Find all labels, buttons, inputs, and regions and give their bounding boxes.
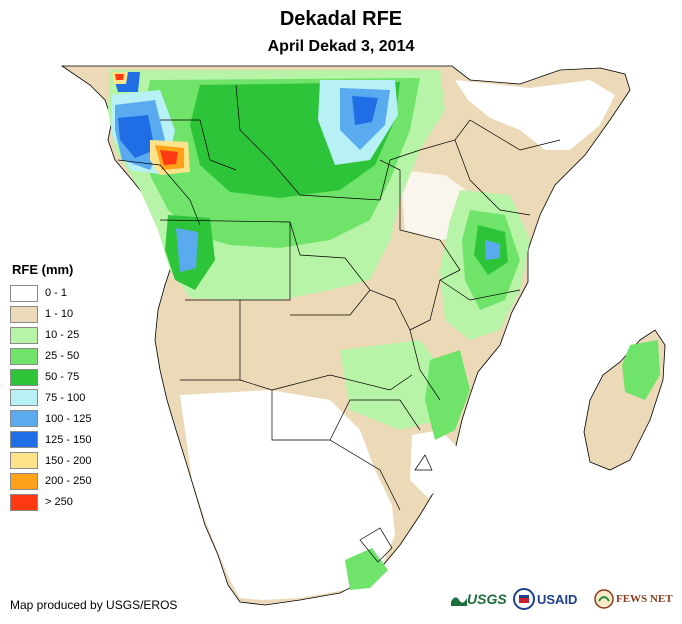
usaid-logo: USAID xyxy=(513,584,577,614)
map-title: Dekadal RFE xyxy=(279,8,403,30)
legend-label: 50 - 75 xyxy=(45,371,80,383)
legend-label: 10 - 25 xyxy=(45,329,80,342)
rain-125-150-coast xyxy=(118,115,155,158)
map-subtitle: April Dekad 3, 2014 xyxy=(267,38,415,55)
legend-swatch xyxy=(10,431,38,449)
legend-label: 100 - 125 xyxy=(45,412,92,425)
legend-item: 50 - 75 xyxy=(10,367,91,388)
legend-item: 0 - 1 xyxy=(10,283,91,304)
dry-region-southeast xyxy=(410,430,462,498)
legend-label: 25 - 50 xyxy=(45,350,80,363)
legend-swatch xyxy=(10,410,38,428)
usaid-logo-text: USAID xyxy=(537,591,578,607)
rain-100-125-angola xyxy=(176,228,198,272)
legend-label: 150 - 200 xyxy=(45,454,92,467)
rain-10-25-south xyxy=(340,340,450,430)
fews-net-logo: FEWS NET xyxy=(594,584,673,614)
legend-swatch xyxy=(10,452,38,470)
legend-swatch xyxy=(10,284,38,302)
legend-item: 150 - 200 xyxy=(10,450,91,471)
dry-region-southwest xyxy=(180,390,395,600)
rain-over-250-peak xyxy=(160,150,178,165)
rain-25-50-mozambique xyxy=(425,350,470,440)
rain-25-50-madagascar xyxy=(622,340,660,400)
legend-title: RFE (mm) xyxy=(12,262,74,277)
usgs-wave-icon xyxy=(451,597,467,606)
legend-swatch xyxy=(10,305,38,323)
usaid-seal-icon xyxy=(513,588,535,610)
legend-item: 1 - 10 xyxy=(10,304,91,325)
rain-125-150-drc xyxy=(352,96,378,125)
legend-item: 25 - 50 xyxy=(10,346,91,367)
legend-item: > 250 xyxy=(10,492,91,513)
legend-item: 75 - 100 xyxy=(10,387,91,408)
usgs-logo-text: USGS xyxy=(467,591,507,607)
legend-swatch xyxy=(10,326,38,344)
legend-swatch xyxy=(10,493,38,511)
legend-item: 10 - 25 xyxy=(10,325,91,346)
legend-swatch xyxy=(10,347,38,365)
rain-100-125-east xyxy=(485,240,500,260)
legend-label: 125 - 150 xyxy=(45,433,92,446)
country-borders xyxy=(117,84,561,563)
rain-25-50-southeast xyxy=(345,548,388,590)
legend-swatch xyxy=(10,472,38,490)
legend-swatch xyxy=(10,368,38,386)
legend: 0 - 1 1 - 10 10 - 25 25 - 50 50 - 75 75 - 100… xyxy=(10,283,91,513)
legend-label: 1 - 10 xyxy=(45,308,74,321)
legend-label: 0 - 1 xyxy=(45,287,68,300)
fews-net-logo-text: FEWS NET xyxy=(616,593,673,605)
credit-text: Map produced by USGS/EROS xyxy=(10,598,178,612)
legend-item: 100 - 125 xyxy=(10,408,91,429)
dry-region-east xyxy=(455,80,615,150)
legend-label: > 250 xyxy=(45,496,73,509)
legend-item: 125 - 150 xyxy=(10,429,91,450)
rain-over-250-north xyxy=(115,74,124,80)
fews-globe-icon xyxy=(594,589,614,609)
legend-item: 200 - 250 xyxy=(10,471,91,492)
legend-swatch xyxy=(10,389,38,407)
legend-label: 75 - 100 xyxy=(45,391,86,404)
usgs-logo: USGS xyxy=(451,584,507,614)
legend-label: 200 - 250 xyxy=(45,475,92,488)
